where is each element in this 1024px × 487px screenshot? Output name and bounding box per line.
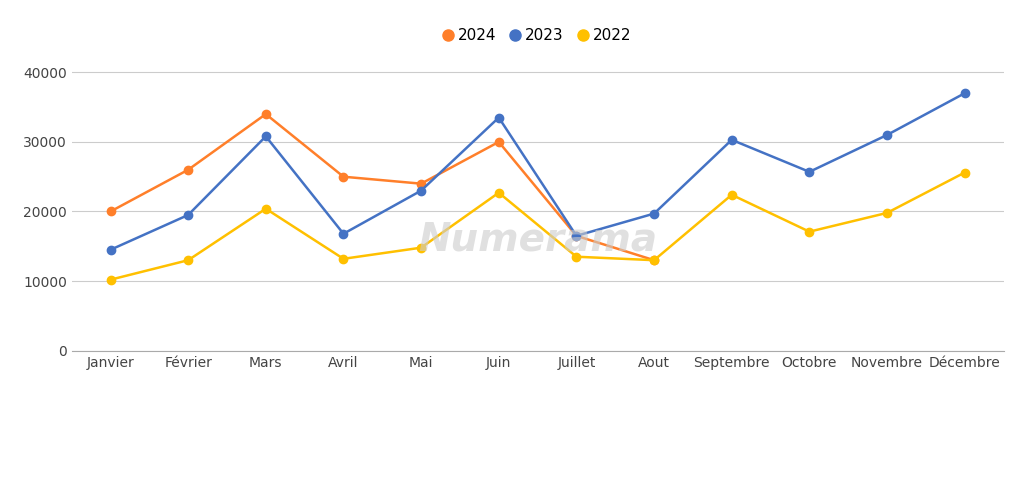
2023 <box>415 187 427 193</box>
2022 <box>493 190 505 196</box>
2022 <box>803 229 815 235</box>
2024 <box>570 233 583 239</box>
2022 <box>260 206 272 212</box>
2022 <box>104 277 117 282</box>
2024 <box>415 181 427 187</box>
2022 <box>570 254 583 260</box>
Text: Numerama: Numerama <box>418 221 657 259</box>
2023 <box>337 231 349 237</box>
Line: 2022: 2022 <box>106 169 969 284</box>
2022 <box>415 245 427 251</box>
2023 <box>726 137 738 143</box>
2023 <box>570 233 583 239</box>
Legend: 2024, 2023, 2022: 2024, 2023, 2022 <box>438 22 637 50</box>
2023 <box>104 247 117 253</box>
2023 <box>260 133 272 139</box>
2024 <box>493 139 505 145</box>
2023 <box>803 169 815 175</box>
2024 <box>182 167 195 173</box>
2022 <box>958 169 971 175</box>
Line: 2024: 2024 <box>106 110 658 264</box>
2022 <box>881 210 893 216</box>
2023 <box>881 132 893 138</box>
2023 <box>182 212 195 218</box>
2024 <box>337 174 349 180</box>
2024 <box>104 208 117 214</box>
2023 <box>493 114 505 120</box>
2022 <box>648 257 660 263</box>
2024 <box>648 257 660 263</box>
2023 <box>958 90 971 96</box>
2023 <box>648 211 660 217</box>
2022 <box>182 257 195 263</box>
2022 <box>337 256 349 262</box>
2022 <box>726 192 738 198</box>
2024 <box>260 111 272 117</box>
Line: 2023: 2023 <box>106 89 969 254</box>
